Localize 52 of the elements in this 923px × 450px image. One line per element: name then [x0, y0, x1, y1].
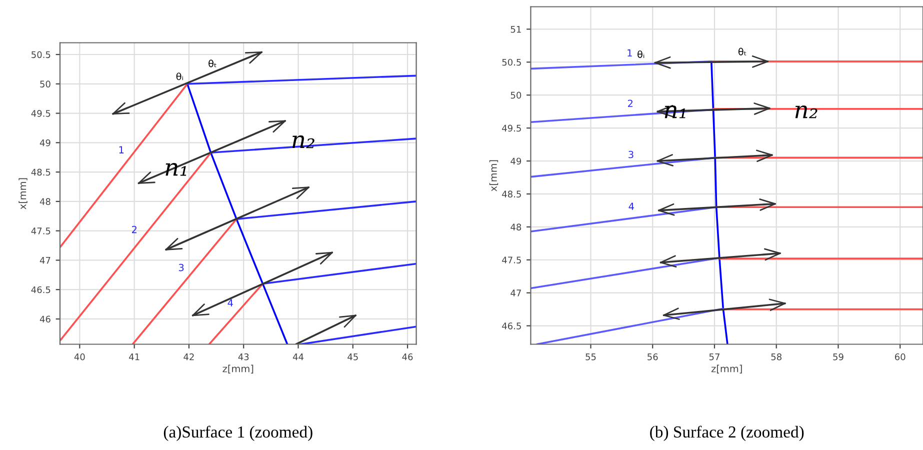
- y-tick-label: 47.5: [502, 256, 521, 264]
- annotation: n₂: [292, 135, 314, 148]
- series-label: 4: [628, 202, 634, 210]
- y-tick-label: 50: [510, 92, 522, 99]
- x-tick-label: 60: [894, 353, 906, 360]
- series-label: 1: [628, 49, 632, 56]
- series-label: 3: [628, 150, 634, 158]
- series-label: 4: [228, 299, 233, 306]
- x-tick-label: 40: [74, 353, 85, 360]
- x-tick-label: 43: [238, 353, 249, 360]
- series-label: 1: [119, 146, 124, 154]
- x-tick-label: 46: [402, 353, 413, 360]
- y-tick-label: 47.5: [31, 228, 50, 234]
- x-tick-label: 59: [833, 353, 844, 360]
- y-tick-label: 50: [40, 80, 50, 88]
- y-tick-label: 46: [40, 316, 50, 323]
- annotation: θₜ: [738, 48, 746, 56]
- y-tick-label: 50.5: [32, 51, 50, 58]
- series-label: 2: [132, 226, 136, 234]
- annotation: θᵢ: [638, 50, 644, 58]
- x-tick-label: 42: [184, 353, 194, 360]
- y-tick-label: 48: [510, 224, 522, 230]
- x-tick-label: 57: [709, 354, 720, 360]
- x-tick-label: 56: [648, 353, 658, 360]
- y-tick-label: 48.5: [502, 190, 521, 198]
- y-tick-label: 48: [40, 198, 50, 205]
- y-tick-label: 47: [510, 290, 521, 296]
- y-tick-label: 46.5: [502, 322, 521, 330]
- series-label: 2: [628, 100, 632, 107]
- y-tick-label: 49.5: [31, 110, 50, 117]
- x-tick-label: 58: [771, 353, 782, 360]
- y-tick-label: 49: [40, 139, 50, 146]
- y-tick-label: 47: [40, 257, 50, 264]
- y-tick-label: 49.5: [502, 124, 521, 132]
- y-axis-title: x[mm]: [18, 178, 28, 210]
- annotation: θₜ: [208, 60, 216, 68]
- x-tick-label: 55: [586, 354, 596, 360]
- x-tick-label: 41: [129, 354, 140, 360]
- series-label: 3: [178, 264, 184, 272]
- y-tick-label: 49: [510, 158, 522, 165]
- y-tick-label: 48.5: [31, 168, 50, 176]
- text: (a)Surface 1 (zoomed): [164, 426, 312, 441]
- x-tick-label: 44: [292, 354, 304, 360]
- x-axis-title: z[mm]: [711, 364, 742, 374]
- y-tick-label: 46.5: [31, 286, 50, 294]
- x-axis-title: z[mm]: [222, 364, 254, 374]
- annotation: θᵢ: [176, 72, 183, 80]
- y-axis-title: x[mm]: [489, 160, 498, 192]
- x-tick-label: 45: [348, 354, 358, 360]
- y-tick-label: 50.5: [502, 58, 521, 66]
- text: (b) Surface 2 (zoomed): [650, 426, 804, 441]
- y-tick-label: 51: [510, 26, 521, 33]
